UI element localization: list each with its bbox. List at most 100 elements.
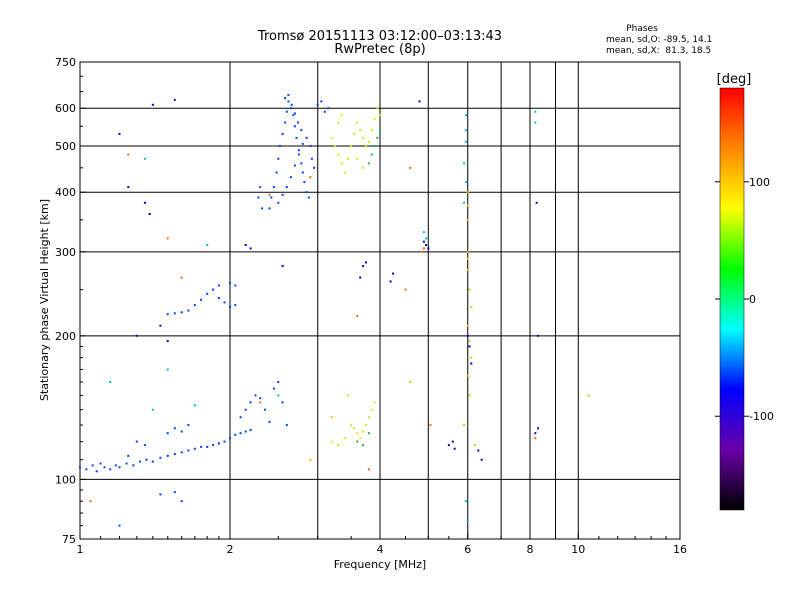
data-point bbox=[212, 444, 215, 447]
data-point bbox=[404, 288, 407, 291]
chart-title: Tromsø 20151113 03:12:00–03:13:43 bbox=[257, 29, 502, 44]
data-point bbox=[281, 401, 284, 404]
data-point bbox=[206, 244, 209, 246]
data-point bbox=[313, 166, 316, 169]
data-point bbox=[212, 288, 215, 291]
data-point bbox=[359, 276, 362, 279]
data-point bbox=[272, 387, 275, 390]
data-point bbox=[132, 464, 135, 467]
data-point bbox=[353, 427, 356, 430]
data-point bbox=[217, 297, 220, 299]
data-point bbox=[173, 427, 176, 430]
data-point bbox=[285, 110, 288, 113]
data-point bbox=[422, 240, 425, 243]
data-point bbox=[281, 132, 284, 135]
data-point bbox=[151, 460, 154, 463]
data-point bbox=[95, 470, 98, 473]
data-point bbox=[249, 401, 252, 404]
data-point bbox=[373, 117, 376, 120]
colorbar-tick-label: -100 bbox=[749, 410, 774, 423]
data-point bbox=[587, 394, 590, 397]
data-point bbox=[180, 276, 183, 279]
data-point bbox=[470, 356, 473, 359]
data-point bbox=[297, 153, 300, 156]
data-point bbox=[118, 132, 121, 135]
data-point bbox=[367, 416, 370, 419]
data-point bbox=[305, 136, 308, 139]
x-axis-label: Frequency [MHz] bbox=[334, 558, 426, 571]
data-point bbox=[109, 468, 112, 471]
x-tick-label: 2 bbox=[227, 543, 234, 556]
data-point bbox=[350, 424, 353, 427]
data-point bbox=[285, 424, 288, 427]
data-point bbox=[466, 218, 469, 221]
data-point bbox=[244, 430, 247, 433]
data-point bbox=[365, 145, 367, 147]
data-point bbox=[118, 524, 121, 527]
data-point bbox=[362, 265, 365, 268]
data-points bbox=[79, 93, 590, 527]
data-point bbox=[285, 186, 288, 189]
data-point bbox=[244, 244, 247, 246]
data-point bbox=[466, 374, 469, 377]
data-point bbox=[534, 432, 537, 435]
data-point bbox=[270, 196, 273, 199]
data-point bbox=[166, 368, 169, 371]
x-tick-label: 16 bbox=[673, 543, 687, 556]
data-point bbox=[180, 311, 183, 314]
colorbar-tick-label: 0 bbox=[749, 293, 756, 306]
data-point bbox=[193, 304, 196, 307]
x-tick-label: 4 bbox=[377, 543, 384, 556]
data-point bbox=[89, 500, 92, 503]
x-axis: 1 2 4 6 8 10 16 bbox=[77, 533, 687, 556]
y-tick-label: 75 bbox=[62, 533, 76, 546]
data-point bbox=[466, 204, 469, 207]
data-point bbox=[217, 284, 220, 287]
data-point bbox=[287, 100, 290, 103]
data-point bbox=[463, 201, 466, 204]
stats-title: Phases bbox=[626, 24, 658, 34]
data-point bbox=[463, 424, 466, 427]
data-point bbox=[103, 466, 106, 469]
colorbar-label: [deg] bbox=[717, 72, 752, 87]
data-point bbox=[206, 445, 209, 448]
data-point bbox=[356, 432, 359, 435]
data-point bbox=[370, 153, 373, 156]
data-point bbox=[277, 201, 280, 204]
data-point bbox=[166, 313, 169, 316]
data-point bbox=[166, 237, 169, 240]
data-point bbox=[425, 237, 428, 240]
data-point bbox=[392, 272, 395, 275]
data-point bbox=[272, 186, 275, 189]
y-tick-label: 200 bbox=[55, 330, 76, 343]
data-point bbox=[356, 157, 359, 160]
data-point bbox=[468, 288, 471, 291]
data-point bbox=[359, 437, 362, 440]
data-point bbox=[453, 447, 456, 450]
data-point bbox=[249, 428, 252, 431]
data-point bbox=[365, 261, 367, 264]
data-point bbox=[350, 145, 353, 147]
data-point bbox=[301, 142, 304, 145]
data-point bbox=[305, 191, 308, 194]
data-point bbox=[281, 265, 284, 268]
data-point bbox=[293, 112, 296, 115]
data-point bbox=[470, 305, 473, 308]
data-point bbox=[464, 181, 467, 184]
data-point bbox=[376, 136, 379, 139]
data-point bbox=[466, 268, 469, 271]
data-point bbox=[367, 162, 370, 165]
data-point bbox=[229, 437, 231, 440]
data-point bbox=[362, 136, 365, 139]
data-point bbox=[464, 500, 467, 503]
data-point bbox=[268, 420, 271, 423]
data-point bbox=[254, 394, 257, 397]
data-point bbox=[275, 171, 278, 174]
data-point bbox=[281, 193, 284, 196]
x-tick-label: 6 bbox=[464, 543, 471, 556]
data-point bbox=[173, 453, 176, 456]
data-point bbox=[277, 157, 280, 160]
data-point bbox=[145, 458, 148, 461]
data-point bbox=[148, 213, 151, 215]
data-point bbox=[370, 129, 373, 132]
